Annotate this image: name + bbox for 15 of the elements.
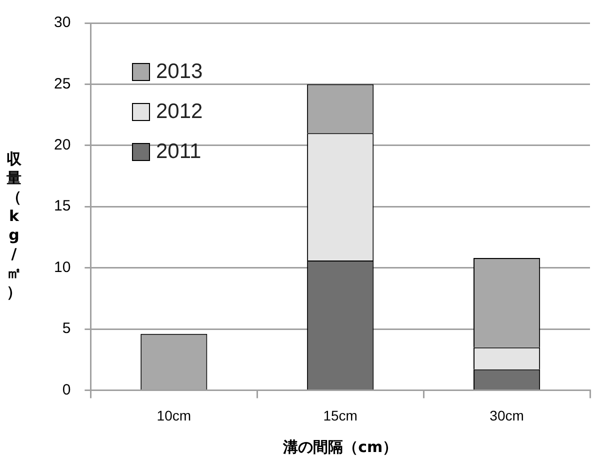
legend-label: 2013 bbox=[155, 59, 203, 85]
legend-label: 2011 bbox=[155, 139, 202, 165]
y-tick-label: 30 bbox=[54, 14, 71, 32]
y-tick-label: 25 bbox=[54, 75, 71, 92]
x-axis-title: 溝の間隔（cm） bbox=[282, 438, 398, 456]
y-tick-label: 0 bbox=[62, 381, 71, 398]
y-tick-label: 15 bbox=[54, 198, 71, 215]
y-axis-title: 収量（kg/㎡） bbox=[6, 150, 22, 302]
x-tick-label: 15cm bbox=[323, 407, 358, 424]
y-tick-label: 5 bbox=[62, 320, 71, 338]
x-tick-label: 10cm bbox=[156, 407, 192, 424]
legend-label: 2012 bbox=[155, 99, 203, 125]
y-tick-label: 20 bbox=[54, 136, 71, 154]
x-tick-label: 30cm bbox=[490, 407, 524, 424]
y-tick-label: 10 bbox=[54, 258, 71, 276]
